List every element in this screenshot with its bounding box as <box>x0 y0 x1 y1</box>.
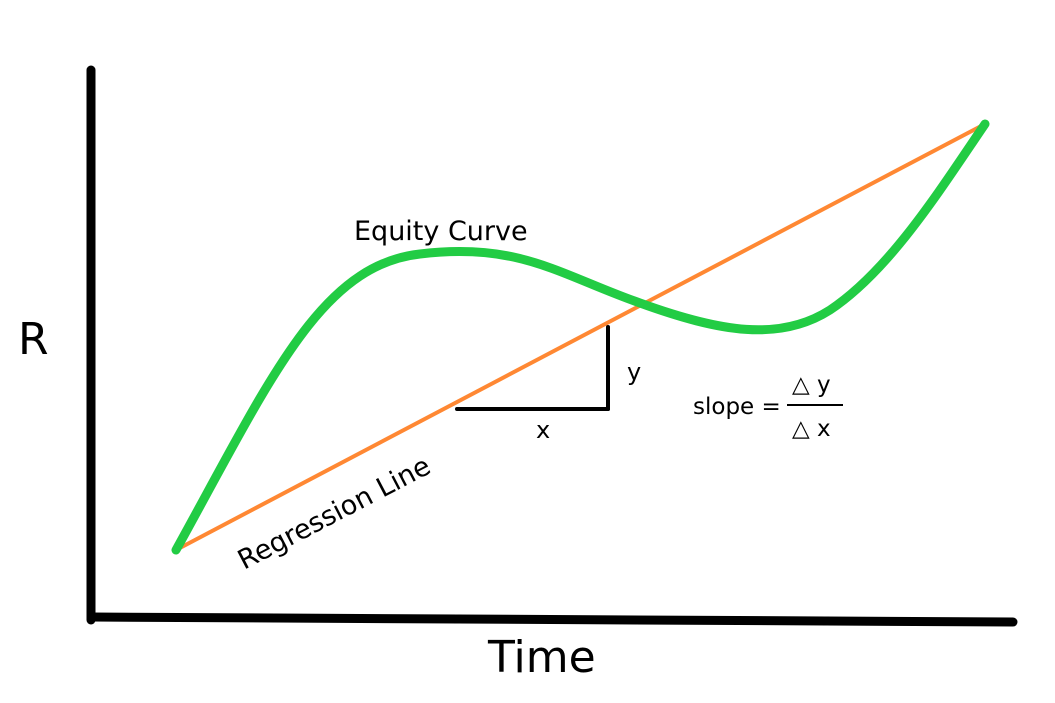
y-axis-label: R <box>18 314 49 365</box>
slope-formula-lhs: slope = <box>693 394 781 420</box>
x-axis <box>86 612 1018 627</box>
slope-denominator: △ x <box>792 416 831 442</box>
slope-numerator: △ y <box>792 372 831 398</box>
x-axis-label: Time <box>487 632 596 683</box>
equity-curve-label: Equity Curve <box>354 216 528 247</box>
regression-line <box>174 122 987 552</box>
equity-curve <box>171 119 990 555</box>
regression-line-label: Regression Line <box>233 451 436 577</box>
run-label: x <box>536 416 550 444</box>
rise-label: y <box>627 358 641 386</box>
